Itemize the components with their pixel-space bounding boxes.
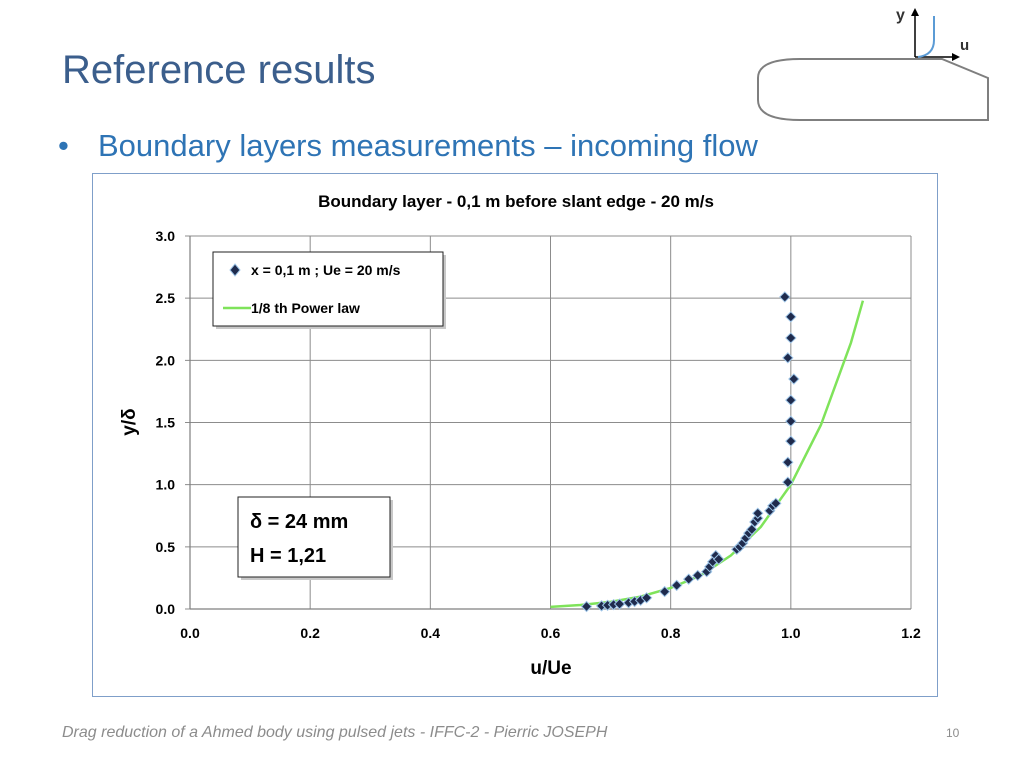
data-point-marker [785, 415, 797, 427]
x-tick-label: 0.6 [541, 625, 561, 641]
y-tick-label: 2.5 [156, 290, 176, 306]
data-point-marker [785, 435, 797, 447]
data-point-marker [782, 456, 794, 468]
data-point-marker [779, 291, 791, 303]
annotation-box: δ = 24 mm H = 1,21 [237, 496, 393, 580]
tick-labels: 0.0 0.2 0.4 0.6 0.8 1.0 1.2 0.0 0.5 1.0 1.5 2.0 2.5 3… [156, 228, 921, 641]
page-number: 10 [946, 726, 960, 740]
data-point-marker [658, 585, 671, 598]
legend-box [212, 251, 444, 327]
bullet-dot-icon: • [58, 128, 69, 163]
data-point-marker [670, 579, 683, 592]
data-point-marker [770, 497, 782, 510]
u-arrow-head-icon [952, 53, 960, 61]
slide-title: Reference results [62, 48, 376, 92]
power-law-line [550, 300, 865, 609]
data-point-marker [752, 507, 764, 519]
legend: x = 0,1 m ; Ue = 20 m/s 1/8 th Power law [212, 251, 446, 329]
chart-frame: 0.0 0.2 0.4 0.6 0.8 1.0 1.2 0.0 0.5 1.0 1.5 2.0 2.5 3… [92, 173, 938, 697]
annotation-delta: δ = 24 mm [250, 511, 348, 533]
body-outline [757, 58, 989, 121]
y-tick-label: 0.0 [156, 601, 176, 617]
data-point-marker [785, 311, 797, 323]
y-axis-label: y/δ [119, 408, 140, 435]
y-tick-label: 0.5 [156, 539, 176, 555]
ahmed-body-schematic: y u [757, 7, 989, 121]
bullet-item: • Boundary layers measurements – incoming… [58, 128, 758, 164]
schematic-u-label: u [960, 37, 969, 54]
y-tick-label: 2.0 [156, 352, 176, 368]
annotation-frame [237, 496, 391, 578]
x-tick-label: 0.8 [661, 625, 681, 641]
data-point-marker [788, 373, 800, 385]
y-tick-label: 3.0 [156, 228, 176, 244]
data-point-marker [713, 553, 725, 565]
data-point-marker [691, 569, 704, 582]
data-point-marker [782, 476, 794, 488]
data-point-marker [785, 394, 797, 406]
data-point-marker [613, 598, 626, 610]
chart-title: Boundary layer - 0,1 m before slant edge… [318, 192, 714, 211]
schematic-y-label: y [896, 7, 905, 24]
data-point-marker [782, 352, 794, 364]
x-tick-label: 0.2 [300, 625, 320, 641]
legend-diamond-icon [229, 263, 241, 277]
bullet-text: Boundary layers measurements – incoming … [98, 128, 758, 163]
velocity-profile-curve [917, 16, 935, 58]
data-point-marker [682, 573, 695, 585]
legend-label-measurement: x = 0,1 m ; Ue = 20 m/s [251, 262, 401, 278]
data-point-marker [640, 592, 653, 604]
y-arrow-head-icon [911, 8, 919, 16]
x-tick-label: 1.0 [781, 625, 801, 641]
data-point-marker [785, 332, 797, 344]
annotation-shape-factor: H = 1,21 [250, 545, 326, 567]
x-tick-label: 1.2 [901, 625, 921, 641]
x-tick-label: 0.0 [180, 625, 200, 641]
footer-text: Drag reduction of a Ahmed body using pul… [62, 724, 608, 741]
boundary-layer-chart: 0.0 0.2 0.4 0.6 0.8 1.0 1.2 0.0 0.5 1.0 1.5 2.0 2.5 3… [119, 192, 921, 679]
series-layer [550, 291, 865, 613]
legend-label-power-law: 1/8 th Power law [251, 300, 360, 316]
y-tick-label: 1.5 [156, 415, 176, 431]
data-point-marker [580, 600, 593, 613]
x-axis-label: u/Ue [530, 658, 571, 679]
x-tick-label: 0.4 [421, 625, 441, 641]
y-tick-label: 1.0 [156, 477, 176, 493]
